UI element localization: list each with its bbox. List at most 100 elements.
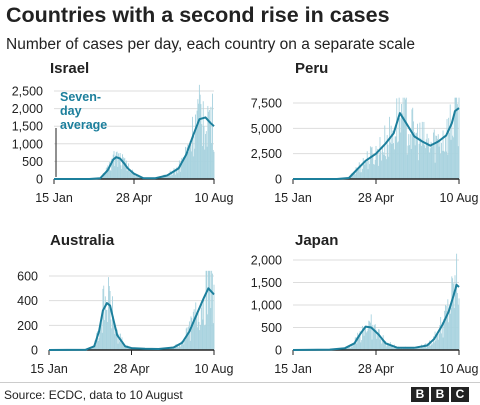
daily-bar [400,132,402,179]
daily-bar [458,97,460,179]
daily-bar [169,348,171,350]
daily-bar [432,146,434,179]
daily-bar [412,347,414,350]
daily-bar [449,104,451,179]
daily-bar [365,162,367,179]
y-tick-label: 2,500 [12,85,43,99]
daily-bar [167,174,169,179]
daily-bar [212,93,213,179]
daily-bar [350,343,352,350]
daily-bar [445,151,447,179]
daily-bar [93,347,95,350]
daily-bar [390,125,392,179]
daily-bar [399,118,401,179]
daily-bar [440,333,442,350]
daily-bar [125,347,127,350]
daily-bar [389,344,391,350]
daily-bar [371,146,373,179]
daily-bar [376,338,378,350]
daily-bar [393,347,395,350]
y-tick-label: 1,500 [251,276,282,290]
daily-bar [412,107,414,179]
daily-bar [440,153,442,179]
daily-bar [113,319,115,350]
daily-bar [435,135,437,179]
daily-bar [130,171,132,179]
x-tick-label: 10 Aug [195,362,234,376]
daily-bar [374,324,376,350]
daily-bar [179,171,181,179]
daily-bar [451,120,453,179]
daily-bar [123,342,125,350]
daily-bar [444,136,446,179]
daily-bar [108,286,110,350]
daily-bar [191,317,193,350]
daily-bar [453,111,455,179]
daily-bar [361,325,363,350]
daily-bar [385,159,387,179]
daily-bar [194,319,196,350]
daily-bar [119,333,121,350]
daily-bar [100,320,102,350]
daily-bar [361,340,363,350]
daily-bar [364,328,366,350]
daily-bar [373,325,375,350]
bbc-logo-block-3: C [451,387,469,402]
daily-bar [426,133,428,179]
daily-bar [211,273,213,350]
seven-day-average-line [54,116,215,180]
daily-bar [359,172,361,179]
daily-bar [205,131,207,179]
daily-bar [114,333,116,350]
daily-bar [122,341,124,350]
daily-bar [114,166,116,179]
daily-bar [204,324,206,350]
daily-bar [198,321,200,350]
daily-bar [382,152,384,179]
daily-bar [457,304,459,350]
y-tick-label: 2,500 [251,147,282,161]
daily-bar [116,151,118,179]
daily-bar [396,347,398,350]
daily-bar [435,340,437,350]
daily-bar [170,176,172,179]
daily-bar [443,319,445,350]
daily-bar [367,328,369,350]
daily-bar [452,137,454,179]
daily-bar [380,151,382,179]
daily-bar [444,305,446,350]
y-tick-label: 0 [275,173,282,187]
daily-bar [108,277,109,350]
daily-bar [168,348,170,350]
daily-bar [418,143,420,179]
daily-bar [172,171,174,179]
daily-bar [415,133,417,179]
daily-bar [384,125,386,179]
x-tick-label: 28 Apr [116,191,152,205]
y-tick-label: 500 [22,155,43,169]
daily-bar [108,170,110,179]
daily-bar [117,343,119,350]
daily-bar [410,348,412,350]
daily-bar [182,163,183,179]
daily-bar [177,347,179,350]
daily-bar [404,348,406,350]
daily-bar [436,335,438,350]
daily-bar [109,170,111,179]
daily-bar [199,330,201,350]
daily-bar [455,97,457,179]
daily-bar [354,343,355,350]
daily-bar [112,296,113,350]
daily-bar [189,141,191,179]
daily-bar [96,331,98,350]
daily-bar [354,172,355,179]
daily-bar [408,134,410,179]
x-tick-label: 15 Jan [30,362,68,376]
daily-bar [429,148,431,179]
daily-bar [372,324,374,350]
daily-bar [185,146,186,179]
daily-bar [401,113,403,179]
y-tick-label: 0 [275,344,282,358]
daily-bar [349,345,351,350]
daily-bar [452,278,454,350]
